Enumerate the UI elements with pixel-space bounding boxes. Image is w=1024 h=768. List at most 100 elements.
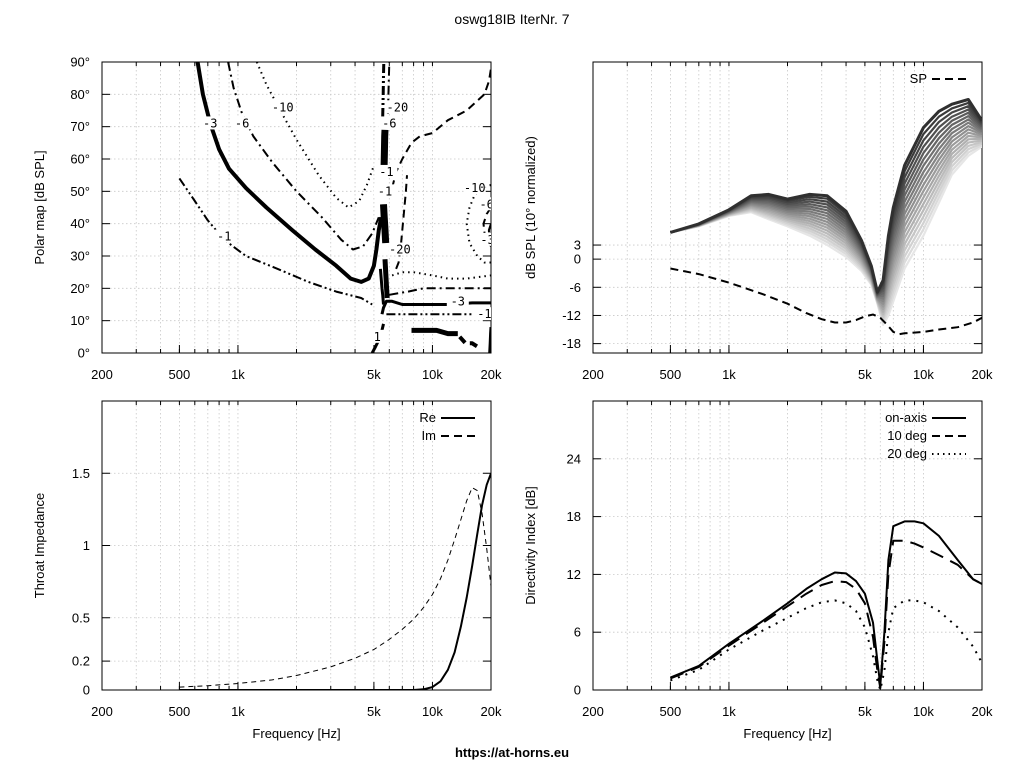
- contour-label-bg: [473, 307, 491, 321]
- y-tick-label: 80°: [70, 87, 90, 102]
- y-axis-label: Throat Impedance: [32, 493, 47, 599]
- chart-spl: 200 500 1k 5k 10k 20k 30 -6 -12 -18 dB SPL (10° no…: [523, 61, 993, 382]
- plot-area-polar: -1 -3 -6 -10 -20 -6 -1 -1 -20 -10 -6 -3 -3 -1 1: [178, 62, 494, 353]
- y-tick-label: 40°: [70, 216, 90, 231]
- contour-label: -1: [378, 184, 392, 198]
- contour-label: -6: [235, 116, 249, 130]
- x-tick-label: 1k: [722, 704, 736, 719]
- y-tick-label: -6: [569, 280, 581, 295]
- x-tick-label: 10k: [422, 704, 443, 719]
- contour-label: -1: [379, 165, 393, 179]
- y-tick-label: 50°: [70, 184, 90, 199]
- contour-line: [488, 327, 491, 353]
- legend-label: SP: [910, 71, 927, 86]
- y-tick-label: 0°: [78, 346, 90, 361]
- contour-label: -20: [387, 100, 409, 114]
- legend-label: Im: [422, 428, 436, 443]
- x-tick-label: 200: [91, 704, 113, 719]
- contour-label-bg: [271, 100, 294, 114]
- contour-line: [411, 327, 458, 337]
- x-tick-label: 200: [582, 704, 604, 719]
- legend-label: Re: [419, 410, 436, 425]
- contour-label: 1: [374, 330, 381, 344]
- y-tick-label: 0: [574, 252, 581, 267]
- contour-label-bg: [199, 116, 222, 130]
- contour-line: [458, 335, 479, 349]
- x-tick-label: 500: [169, 704, 191, 719]
- polar-response-line: [669, 98, 982, 294]
- x-tick-label: 200: [91, 367, 113, 382]
- y-tick-label: -12: [562, 308, 581, 323]
- contour-label-bg: [388, 242, 411, 256]
- y-tick-label: 30°: [70, 249, 90, 264]
- contour-label: -3: [480, 233, 494, 247]
- y-axis-label: Polar map [dB SPL]: [32, 150, 47, 264]
- y-tick-label: 18: [567, 509, 581, 524]
- contour-line: [382, 259, 390, 299]
- x-tick-label: 20k: [481, 704, 502, 719]
- footer-url: https://at-horns.eu: [455, 745, 569, 760]
- x-tick-label: 10k: [913, 704, 934, 719]
- contour-label-bg: [386, 100, 409, 114]
- plot-area-di: [670, 520, 982, 690]
- x-tick-label: 1k: [231, 367, 245, 382]
- x-tick-label: 500: [660, 367, 682, 382]
- contour-label-bg: [378, 116, 401, 130]
- contour-label: -1: [477, 307, 491, 321]
- y-tick-label: 1.5: [72, 466, 90, 481]
- x-axis-label: Frequency [Hz]: [743, 726, 831, 741]
- chart-polar: 200 500 1k 5k 10k 20k 0° 10° 20° 30° 40° 50° 60° 70° 8…: [32, 55, 502, 383]
- y-tick-label: 6: [574, 625, 581, 640]
- figure-title: oswg18IB IterNr. 7: [454, 11, 569, 27]
- y-tick-label: 12: [567, 567, 581, 582]
- contour-label: -3: [203, 116, 217, 130]
- series-20-deg-line: [670, 599, 982, 690]
- contour-line: [227, 62, 380, 251]
- x-tick-label: 20k: [972, 367, 993, 382]
- x-tick-label: 500: [169, 367, 191, 382]
- series-im-line: [179, 487, 491, 688]
- contour-line: [395, 175, 408, 270]
- y-tick-label: -18: [562, 336, 581, 351]
- contour-label-bg: [476, 232, 491, 246]
- plot-area-spl: [669, 98, 982, 336]
- chart-impedance: 200 500 1k 5k 10k 20k 0 0.2 0.5 1 1.5 Throat Impeda…: [32, 400, 502, 741]
- x-tick-label: 5k: [367, 367, 381, 382]
- y-tick-label: 3: [574, 238, 581, 253]
- contour-label: -20: [389, 243, 411, 257]
- x-tick-label: 5k: [858, 704, 872, 719]
- x-tick-label: 10k: [913, 367, 934, 382]
- plots: 200 500 1k 5k 10k 20k 0° 10° 20° 30° 40° 50° 60° 70° 8…: [32, 55, 993, 742]
- contour-label: -10: [272, 100, 294, 114]
- x-tick-label: 20k: [481, 367, 502, 382]
- legend-label: on-axis: [885, 410, 927, 425]
- contour-label-bg: [375, 164, 398, 178]
- contour-label-bg: [463, 181, 486, 195]
- contour-line: [389, 287, 491, 296]
- contour-line: [195, 62, 384, 284]
- y-tick-label: 90°: [70, 55, 90, 70]
- y-tick-label: 0: [574, 683, 581, 698]
- series-sp-line: [670, 267, 982, 336]
- contour-label-bg: [213, 229, 236, 243]
- x-axis-label: Frequency [Hz]: [252, 726, 340, 741]
- y-tick-label: 60°: [70, 152, 90, 167]
- legend-label: 10 deg: [887, 428, 927, 443]
- y-axis-label: dB SPL (10° normalized): [523, 136, 538, 279]
- contour-line: [378, 268, 385, 305]
- plot-frame: [592, 400, 983, 691]
- contour-label-bg: [446, 294, 469, 308]
- x-tick-label: 1k: [722, 367, 736, 382]
- contour-line: [380, 129, 389, 166]
- contour-label-bg: [231, 116, 254, 130]
- contour-label-bg: [475, 197, 491, 211]
- y-axis-label: Directivity Index [dB]: [523, 486, 538, 605]
- contour-line: [178, 177, 373, 306]
- series-re-line: [179, 472, 491, 690]
- y-tick-label: 20°: [70, 281, 90, 296]
- contour-label: -6: [479, 197, 493, 211]
- contour-line: [391, 68, 491, 189]
- contour-label: -10: [464, 181, 486, 195]
- y-tick-label: 0.2: [72, 654, 90, 669]
- contour-line: [255, 62, 375, 209]
